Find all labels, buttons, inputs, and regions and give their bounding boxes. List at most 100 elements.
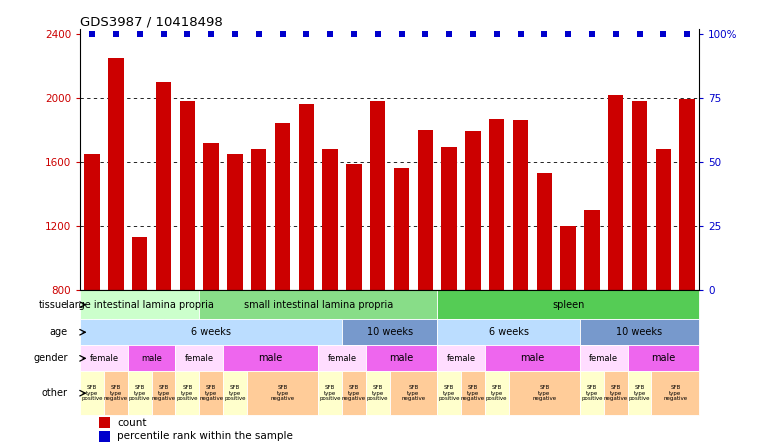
Text: female: female: [589, 354, 618, 363]
Text: SFB
type
positive: SFB type positive: [581, 385, 603, 401]
Text: SFB
type
positive: SFB type positive: [319, 385, 341, 401]
Text: SFB
type
positive: SFB type positive: [367, 385, 388, 401]
Bar: [580, 345, 628, 372]
Bar: [227, 154, 243, 290]
Text: male: male: [390, 353, 413, 363]
Point: [348, 30, 360, 37]
Text: SFB
type
positive: SFB type positive: [129, 385, 151, 401]
Text: male: male: [651, 353, 675, 363]
Bar: [604, 372, 628, 415]
Text: count: count: [118, 418, 147, 428]
Bar: [99, 431, 110, 442]
Bar: [199, 290, 437, 319]
Text: SFB
type
negative: SFB type negative: [604, 385, 628, 401]
Bar: [561, 226, 576, 290]
Text: SFB
type
negative: SFB type negative: [533, 385, 556, 401]
Bar: [393, 168, 410, 290]
Bar: [370, 101, 386, 290]
Text: 6 weeks: 6 weeks: [489, 327, 529, 337]
Text: other: other: [42, 388, 68, 398]
Bar: [342, 319, 437, 345]
Bar: [346, 163, 361, 290]
Bar: [223, 372, 247, 415]
Point: [229, 30, 241, 37]
Bar: [203, 143, 219, 290]
Bar: [437, 319, 580, 345]
Point: [514, 30, 526, 37]
Point: [467, 30, 479, 37]
Bar: [247, 372, 319, 415]
Text: SFB
type
negative: SFB type negative: [104, 385, 128, 401]
Text: SFB
type
negative: SFB type negative: [461, 385, 485, 401]
Text: 10 weeks: 10 weeks: [367, 327, 413, 337]
Bar: [628, 372, 652, 415]
Text: SFB
type
negative: SFB type negative: [151, 385, 176, 401]
Bar: [418, 130, 433, 290]
Text: SFB
type
positive: SFB type positive: [224, 385, 246, 401]
Bar: [322, 149, 338, 290]
Bar: [509, 372, 580, 415]
Bar: [465, 131, 481, 290]
Bar: [628, 345, 699, 372]
Text: tissue: tissue: [39, 300, 68, 309]
Bar: [652, 372, 699, 415]
Text: female: female: [328, 354, 357, 363]
Bar: [80, 290, 199, 319]
Text: SFB
type
positive: SFB type positive: [486, 385, 507, 401]
Point: [110, 30, 122, 37]
Point: [419, 30, 432, 37]
Bar: [132, 237, 147, 290]
Bar: [632, 101, 647, 290]
Bar: [80, 345, 128, 372]
Bar: [128, 345, 176, 372]
Bar: [151, 372, 176, 415]
Bar: [128, 372, 151, 415]
Point: [633, 30, 646, 37]
Point: [205, 30, 217, 37]
Bar: [80, 319, 342, 345]
Text: SFB
type
negative: SFB type negative: [342, 385, 366, 401]
Bar: [437, 345, 485, 372]
Text: SFB
type
positive: SFB type positive: [629, 385, 650, 401]
Text: spleen: spleen: [552, 300, 584, 309]
Text: gender: gender: [34, 353, 68, 363]
Bar: [437, 372, 461, 415]
Point: [371, 30, 384, 37]
Text: SFB
type
negative: SFB type negative: [270, 385, 295, 401]
Point: [157, 30, 170, 37]
Point: [610, 30, 622, 37]
Text: SFB
type
negative: SFB type negative: [199, 385, 223, 401]
Bar: [199, 372, 223, 415]
Bar: [342, 372, 366, 415]
Bar: [366, 345, 437, 372]
Bar: [299, 104, 314, 290]
Bar: [108, 58, 124, 290]
Bar: [489, 119, 504, 290]
Point: [277, 30, 289, 37]
Point: [253, 30, 265, 37]
Text: SFB
type
positive: SFB type positive: [439, 385, 460, 401]
Point: [443, 30, 455, 37]
Bar: [176, 345, 223, 372]
Point: [538, 30, 550, 37]
Point: [562, 30, 575, 37]
Text: female: female: [446, 354, 476, 363]
Bar: [251, 149, 267, 290]
Bar: [580, 372, 604, 415]
Text: SFB
type
positive: SFB type positive: [176, 385, 198, 401]
Bar: [584, 210, 600, 290]
Text: percentile rank within the sample: percentile rank within the sample: [118, 431, 293, 441]
Bar: [461, 372, 485, 415]
Bar: [80, 372, 104, 415]
Text: male: male: [258, 353, 283, 363]
Point: [181, 30, 193, 37]
Bar: [656, 149, 671, 290]
Bar: [180, 101, 195, 290]
Point: [657, 30, 669, 37]
Bar: [366, 372, 390, 415]
Text: 10 weeks: 10 weeks: [617, 327, 662, 337]
Point: [324, 30, 336, 37]
Bar: [84, 154, 100, 290]
Text: SFB
type
positive: SFB type positive: [82, 385, 103, 401]
Point: [300, 30, 312, 37]
